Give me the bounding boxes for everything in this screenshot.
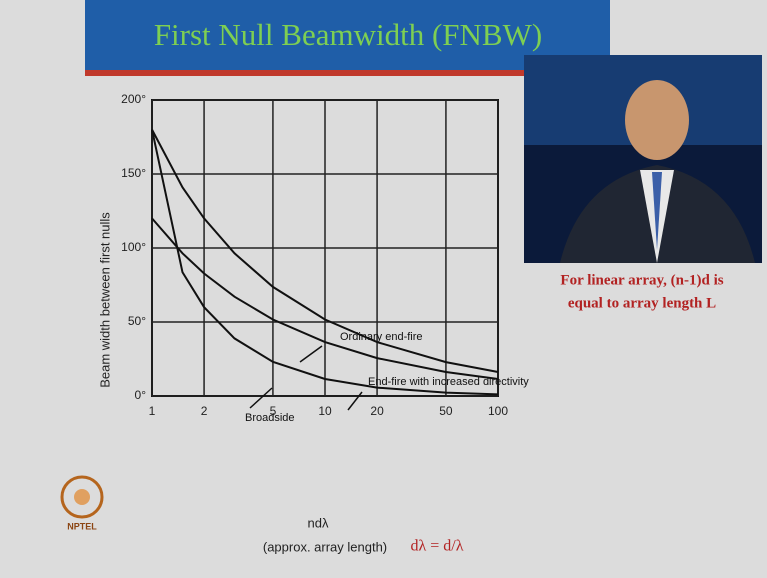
note-line: equal to array length L [568, 295, 716, 311]
slide-canvas: First Null Beamwidth (FNBW) For linear a… [0, 0, 767, 578]
logo-text: NPTEL [67, 521, 97, 531]
x-tick-label: 50 [439, 404, 453, 418]
slide: First Null Beamwidth (FNBW) For linear a… [0, 0, 767, 578]
y-tick-label: 150° [121, 166, 146, 180]
logo-core [74, 489, 90, 505]
y-tick-label: 50° [128, 314, 146, 328]
curve-label: Ordinary end-fire [340, 331, 423, 343]
curve-label: Broadside [245, 412, 295, 424]
logo: NPTEL [62, 477, 102, 531]
x-tick-label: 10 [318, 404, 332, 418]
curve-label: End-fire with increased directivity [368, 376, 529, 388]
y-tick-label: 100° [121, 240, 146, 254]
slide-title: First Null Beamwidth (FNBW) [154, 17, 542, 52]
y-axis-label: Beam width between first nulls [97, 212, 112, 388]
y-tick-label: 200° [121, 92, 146, 106]
note-line: For linear array, (n-1)d is [560, 272, 723, 288]
video-inset [524, 55, 762, 263]
d-lambda-note: dλ = d/λ [411, 538, 464, 555]
x-tick-label: 20 [370, 404, 384, 418]
x-tick-label: 1 [149, 404, 156, 418]
y-tick-label: 0° [135, 388, 147, 402]
x-tick-label: 100 [488, 404, 508, 418]
speaker-face [625, 80, 689, 160]
x-axis-label: (approx. array length) [263, 539, 387, 554]
arrow [300, 346, 322, 362]
x-axis-label: ndλ [308, 515, 329, 530]
x-tick-label: 2 [201, 404, 208, 418]
arrow [348, 392, 362, 410]
